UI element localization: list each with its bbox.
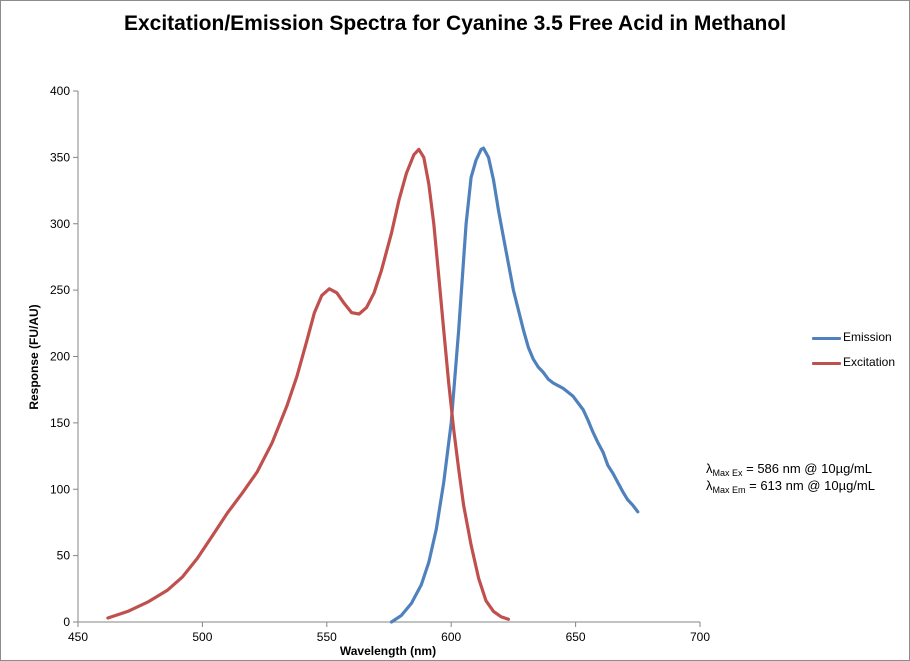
series-line-emission xyxy=(389,146,640,624)
x-tick-label: 500 xyxy=(192,630,212,644)
legend-swatch-excitation xyxy=(812,362,841,365)
chart-title: Excitation/Emission Spectra for Cyanine … xyxy=(123,12,787,35)
x-tick-label: 600 xyxy=(441,630,461,644)
y-tick-label: 0 xyxy=(63,615,70,629)
x-tick-label: 550 xyxy=(317,630,337,644)
lambda-symbol: λ xyxy=(706,461,713,476)
y-tick-label: 250 xyxy=(50,283,70,297)
axes: 0 50 100 150 200 250 300 350 400 450 500 550 600 650 7… xyxy=(50,84,710,644)
y-tick-label: 200 xyxy=(50,350,70,364)
legend-swatch-emission xyxy=(812,337,841,340)
x-axis-title: Wavelength (nm) xyxy=(340,644,436,658)
legend-label-emission: Emission xyxy=(843,330,892,344)
x-tick-label: 700 xyxy=(690,630,710,644)
y-tick-label: 100 xyxy=(50,482,70,496)
x-tick-label: 650 xyxy=(566,630,586,644)
annotation-max-emission: λMax Em = 613 nm @ 10µg/mL xyxy=(706,478,875,495)
annotation-subscript: Max Em xyxy=(712,485,746,495)
y-tick-label: 400 xyxy=(50,84,70,98)
annotation-text: = 586 nm @ 10µg/mL xyxy=(742,461,872,476)
x-tick-label: 450 xyxy=(68,630,88,644)
series-line-excitation xyxy=(106,147,510,621)
y-tick-label: 150 xyxy=(50,416,70,430)
y-tick-label: 300 xyxy=(50,217,70,231)
y-tick-label: 350 xyxy=(50,150,70,164)
annotation-max-excitation: λMax Ex = 586 nm @ 10µg/mL xyxy=(706,461,875,478)
annotation-box: λMax Ex = 586 nm @ 10µg/mL λMax Em = 613… xyxy=(706,461,875,495)
y-tick-label: 50 xyxy=(57,549,71,563)
legend-label-excitation: Excitation xyxy=(843,355,896,369)
annotation-subscript: Max Ex xyxy=(712,468,743,478)
annotation-text: = 613 nm @ 10µg/mL xyxy=(745,478,875,493)
y-axis-title: Response (FU/AU) xyxy=(27,304,41,409)
series-layer xyxy=(106,146,640,624)
lambda-symbol: λ xyxy=(706,478,713,493)
